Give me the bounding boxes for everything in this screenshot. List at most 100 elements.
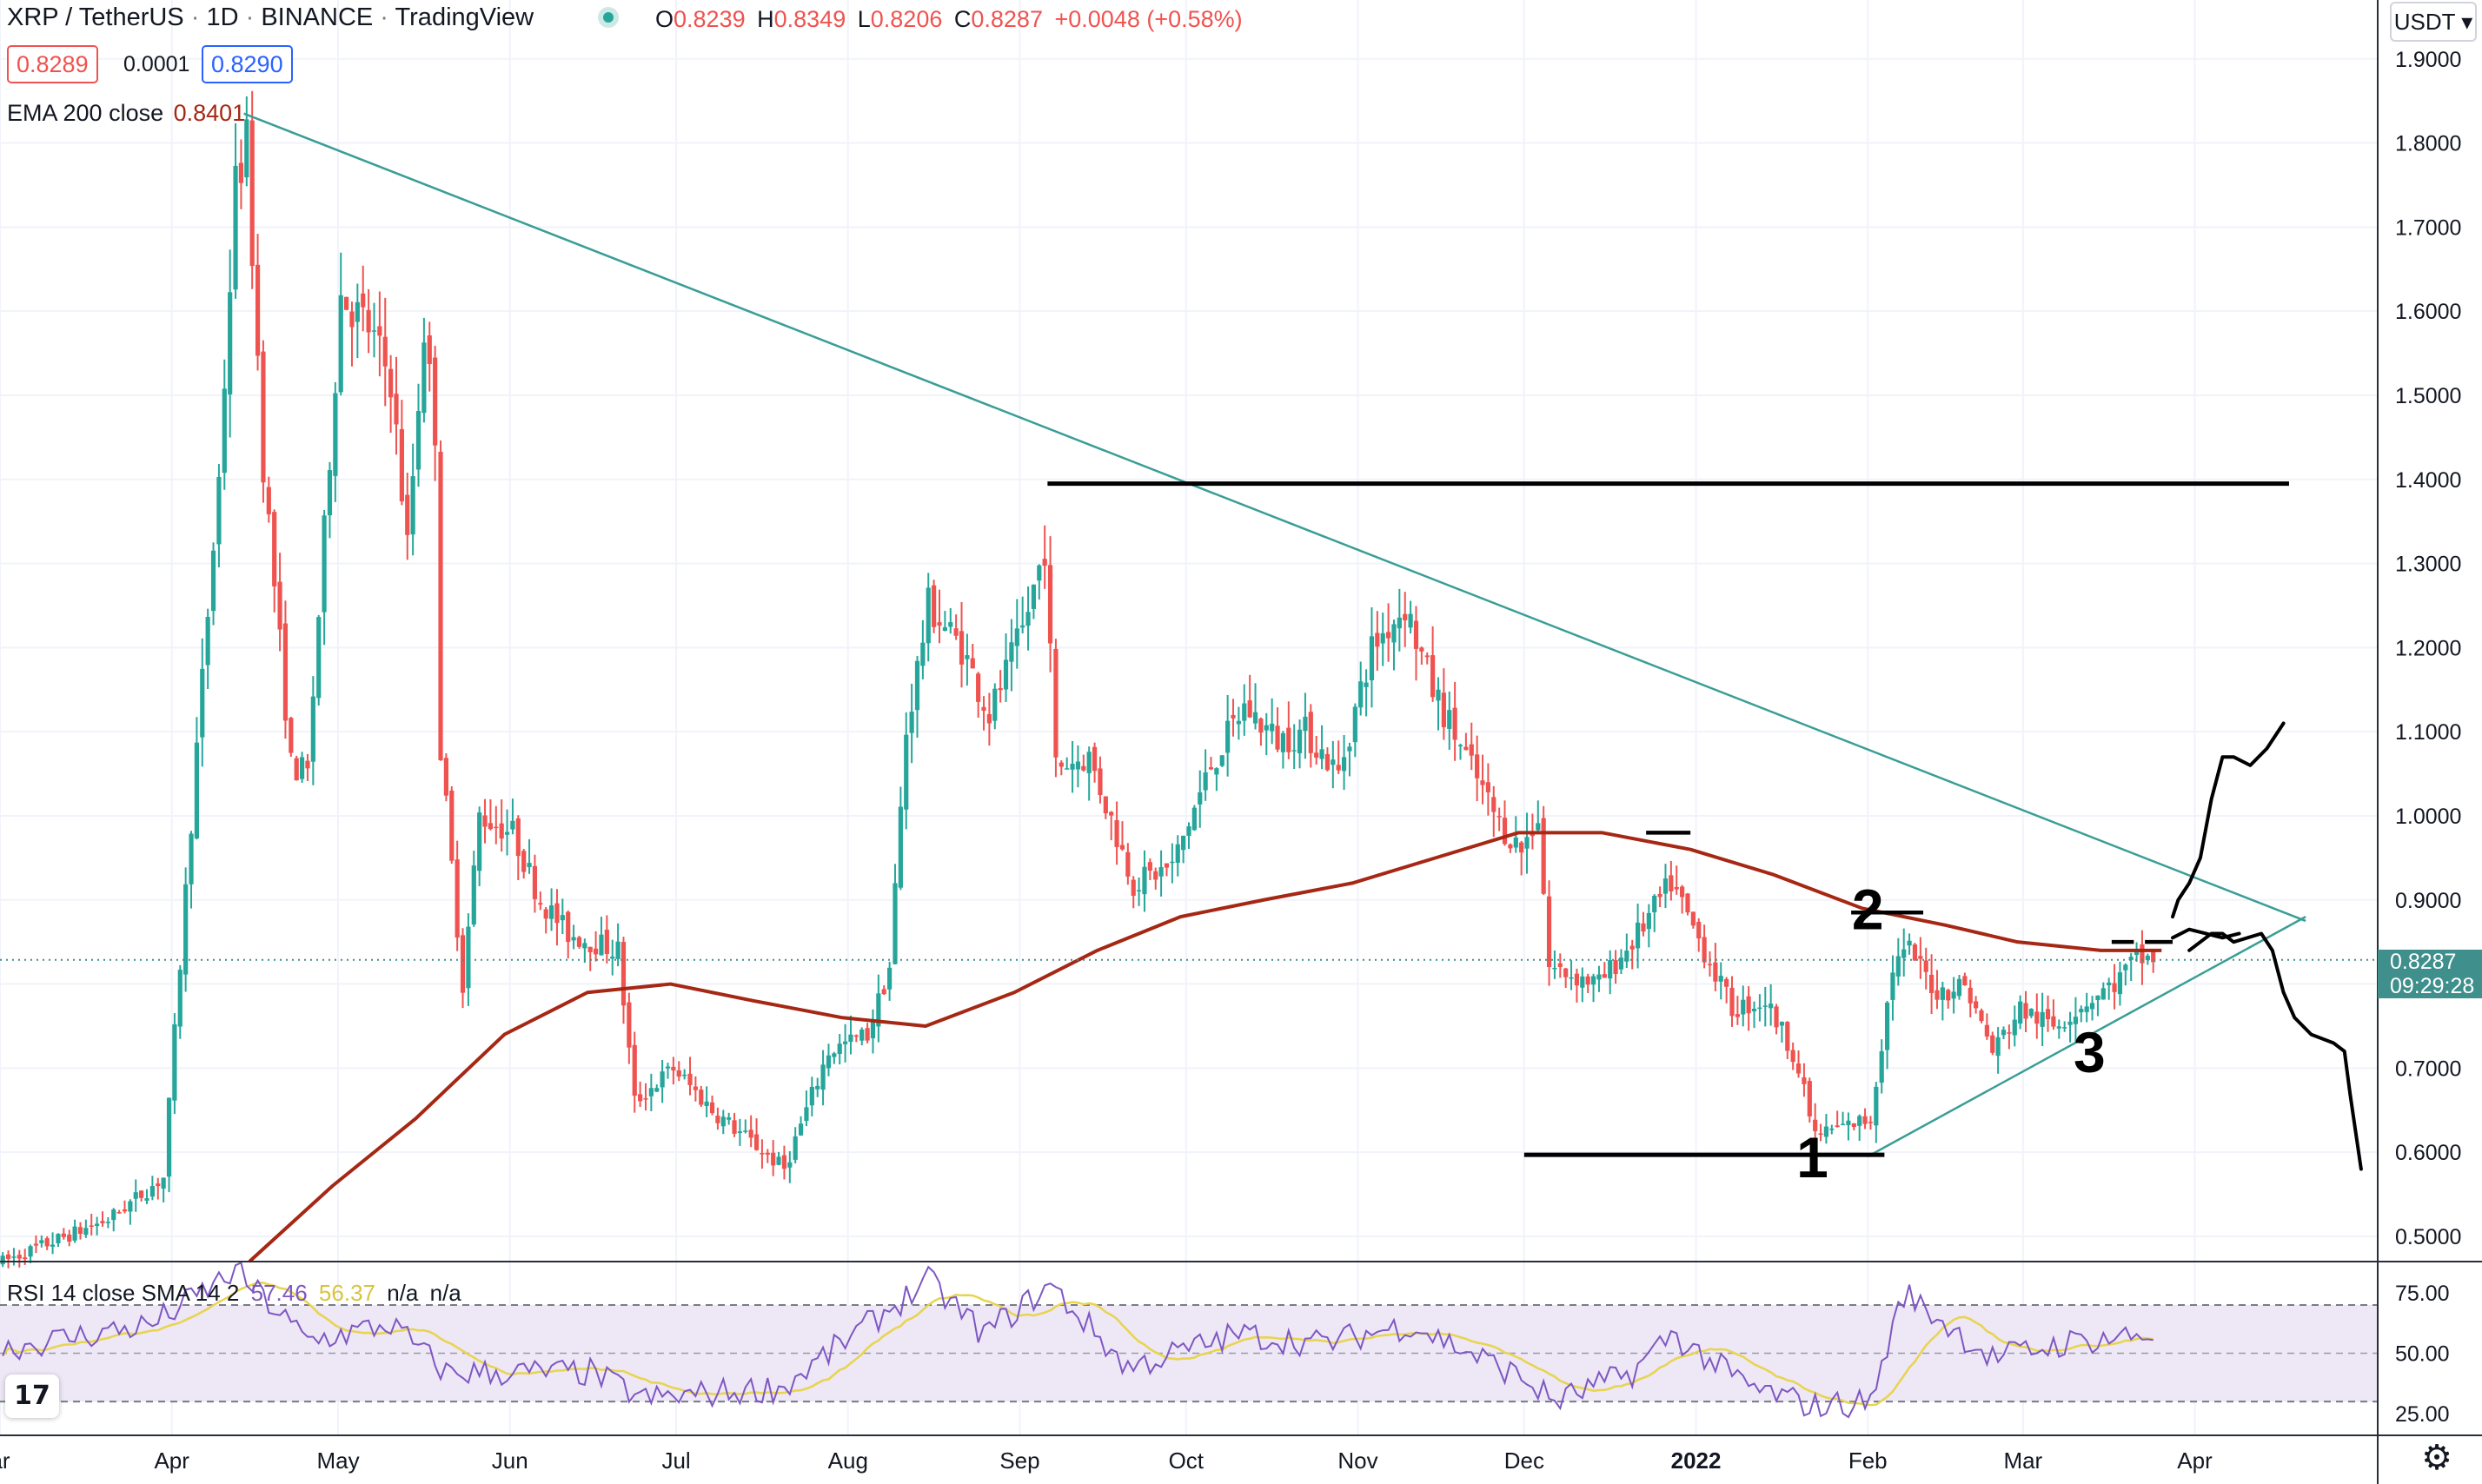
candle-body	[1874, 1086, 1879, 1126]
candle-body	[23, 1257, 28, 1260]
candle-body	[228, 292, 233, 394]
candle-body	[1491, 797, 1496, 812]
candle-body	[2145, 955, 2150, 960]
candle-body	[587, 946, 593, 952]
ema-label[interactable]: EMA 200 close	[7, 100, 164, 126]
candle-body	[1042, 559, 1047, 566]
price-tick-label: 1.2000	[2395, 636, 2461, 660]
symbol-legend[interactable]: XRP / TetherUS · 1D · BINANCE · TradingV…	[7, 2, 534, 33]
candle-body	[848, 1034, 853, 1043]
candle-body	[1175, 844, 1180, 864]
candle-body	[449, 790, 455, 861]
candle-body	[67, 1235, 72, 1242]
candle-body	[205, 617, 210, 666]
price-tick-label: 1.3000	[2395, 553, 2461, 577]
candle-body	[1541, 818, 1546, 894]
candle-body	[771, 1152, 776, 1166]
candle-body	[660, 1071, 665, 1088]
candle-body	[676, 1070, 681, 1077]
candle-body	[1652, 895, 1657, 913]
time-tick-label: ar	[0, 1448, 10, 1474]
candle-body	[1713, 962, 1718, 982]
candle-body	[2056, 1026, 2061, 1029]
candle-body	[1291, 750, 1297, 752]
candle-body	[482, 815, 488, 827]
candle-body	[50, 1244, 56, 1247]
candle-body	[1608, 960, 1613, 979]
candle-body	[277, 581, 282, 630]
candle-body	[1075, 761, 1081, 770]
candle-body	[1319, 749, 1324, 759]
candle-body	[1186, 826, 1191, 837]
candle-body	[361, 293, 366, 308]
tradingview-logo-icon[interactable]: 17	[5, 1375, 59, 1418]
candle-body	[1280, 732, 1286, 752]
candle-body	[1341, 757, 1347, 772]
candle-body	[1574, 973, 1580, 986]
candle-body	[1901, 949, 1907, 958]
ask-button[interactable]: 0.8290	[202, 45, 293, 83]
candle-body	[976, 673, 981, 702]
candle-body	[599, 934, 604, 956]
candle-body	[1785, 1022, 1790, 1051]
candle-body	[1795, 1063, 1802, 1074]
candle-body	[183, 884, 189, 975]
candle-body	[1324, 753, 1331, 771]
candle-body	[5, 1254, 11, 1259]
ema-legend[interactable]: EMA 200 close 0.8401	[7, 97, 245, 129]
candle-body	[33, 1243, 39, 1246]
candle-body	[2107, 982, 2112, 986]
candle-body	[682, 1074, 687, 1077]
candle-body	[727, 1117, 732, 1120]
currency-select[interactable]: USDT ▾	[2390, 2, 2477, 42]
candle-body	[2045, 1009, 2051, 1020]
candle-body	[1447, 710, 1452, 729]
separator: ·	[380, 3, 388, 31]
candle-body	[455, 859, 460, 938]
low-value: 0.8206	[870, 6, 943, 32]
candle-body	[1590, 976, 1596, 985]
candle-body	[604, 930, 609, 954]
time-tick-label: Jul	[661, 1448, 690, 1474]
candle-body	[1984, 1024, 1989, 1037]
candle-body	[743, 1130, 748, 1132]
candle-body	[1158, 867, 1164, 877]
candle-body	[1264, 725, 1269, 731]
candle-body	[1807, 1081, 1812, 1116]
candle-body	[881, 989, 886, 995]
candle-body	[859, 1029, 865, 1041]
high-key: H	[757, 6, 774, 32]
separator: ·	[190, 3, 200, 31]
candle-body	[1685, 893, 1690, 913]
candle-body	[1403, 613, 1408, 620]
candle-body	[842, 1041, 848, 1044]
candle-body	[765, 1152, 770, 1155]
bid-button[interactable]: 0.8289	[7, 45, 98, 83]
candle-body	[1879, 1050, 1884, 1083]
candle-body	[1231, 714, 1236, 719]
candle-body	[981, 706, 986, 712]
rsi-legend[interactable]: RSI 14 close SMA 14 2 57.46 56.37 n/a n/…	[7, 1277, 461, 1308]
price-tick-label: 1.4000	[2395, 468, 2461, 493]
interval[interactable]: 1D	[206, 3, 239, 31]
candle-body	[527, 863, 532, 867]
wave-label-2: 2	[1852, 877, 1884, 941]
candle-body	[1912, 944, 1918, 961]
candle-body	[1851, 1123, 1856, 1128]
candle-body	[853, 1035, 859, 1037]
candle-body	[1475, 754, 1480, 778]
candle-body	[1635, 922, 1641, 949]
candle-body	[1047, 565, 1053, 644]
rsi-na-1: n/a	[387, 1280, 419, 1306]
candle-body	[1802, 1077, 1807, 1084]
rsi-label[interactable]: RSI 14 close SMA 14 2	[7, 1280, 240, 1306]
candle-body	[1496, 816, 1502, 818]
gear-icon[interactable]: ⚙	[2421, 1439, 2452, 1477]
symbol-name[interactable]: XRP / TetherUS	[7, 3, 184, 31]
candle-body	[914, 660, 920, 711]
candle-body	[1286, 727, 1291, 752]
rsi-tick-label: 25.00	[2395, 1402, 2450, 1427]
candle-body	[887, 967, 893, 990]
low-key: L	[857, 6, 871, 32]
